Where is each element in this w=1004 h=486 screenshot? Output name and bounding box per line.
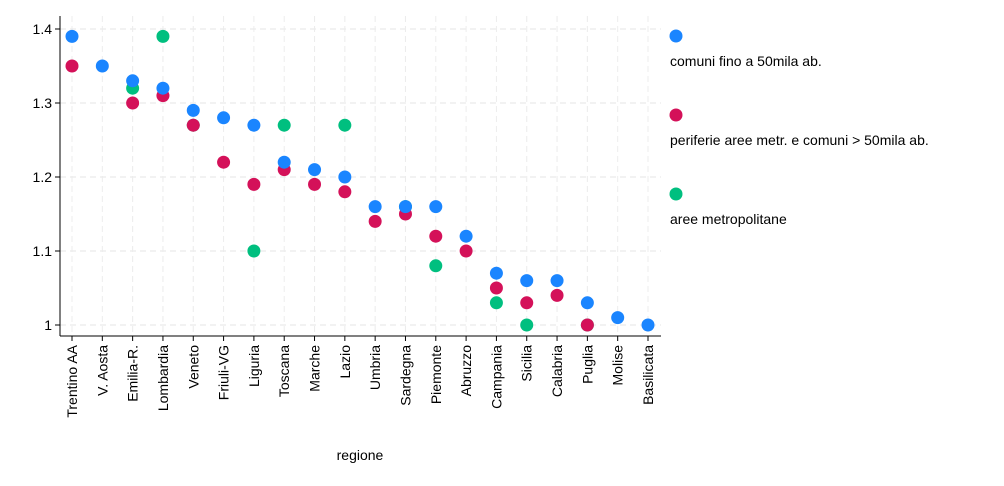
y-tick-label: 1.4 xyxy=(33,21,53,37)
data-point-series-1 xyxy=(308,163,322,177)
x-tick-label: Sicilia xyxy=(519,345,535,382)
x-tick-label: Basilicata xyxy=(640,345,656,405)
legend-label: periferie aree metr. e comuni > 50mila a… xyxy=(670,132,929,148)
data-point-series-1 xyxy=(550,274,564,288)
data-point-series-3 xyxy=(277,118,291,132)
x-tick-label: Sardegna xyxy=(397,345,413,406)
data-point-series-1 xyxy=(580,296,594,310)
x-tick-label: Piemonte xyxy=(428,345,444,404)
data-point-series-2 xyxy=(217,155,231,169)
legend-label: aree metropolitane xyxy=(670,211,787,227)
x-tick-label: Toscana xyxy=(276,345,292,397)
data-point-series-3 xyxy=(489,296,503,310)
data-point-series-1 xyxy=(156,81,170,95)
data-point-series-3 xyxy=(247,244,261,258)
y-tick-label: 1.2 xyxy=(33,169,53,185)
data-point-series-2 xyxy=(368,214,382,228)
data-point-series-1 xyxy=(368,200,382,214)
data-point-series-1 xyxy=(520,274,534,288)
data-point-series-2 xyxy=(65,59,79,73)
x-tick-label: Calabria xyxy=(549,345,565,397)
x-tick-label: Marche xyxy=(307,345,323,392)
data-point-series-2 xyxy=(550,288,564,302)
x-tick-label: Lombardia xyxy=(155,345,171,411)
data-point-series-1 xyxy=(398,200,412,214)
x-tick-label: Puglia xyxy=(579,345,595,384)
x-tick-label: Umbria xyxy=(367,345,383,390)
data-point-series-3 xyxy=(338,118,352,132)
data-point-series-2 xyxy=(429,229,443,243)
data-point-series-2 xyxy=(459,244,473,258)
x-tick-label: Campania xyxy=(488,345,504,409)
data-point-series-1 xyxy=(641,318,655,332)
x-tick-label: Friuli-VG xyxy=(216,345,232,400)
x-tick-label: V. Aosta xyxy=(94,345,110,396)
data-point-series-1 xyxy=(338,170,352,184)
x-ticks: Trentino AA V. Aosta Emilia-R. Lombardia Ven… xyxy=(64,336,656,418)
x-tick-label: Emilia-R. xyxy=(125,345,141,402)
data-points xyxy=(65,29,655,332)
data-point-series-1 xyxy=(217,111,231,125)
data-point-series-3 xyxy=(520,318,534,332)
data-point-series-1 xyxy=(277,155,291,169)
data-point-series-1 xyxy=(459,229,473,243)
x-tick-label: Veneto xyxy=(185,345,201,389)
data-point-series-1 xyxy=(126,74,140,88)
grid-lines xyxy=(60,16,661,336)
data-point-series-1 xyxy=(186,103,200,117)
data-point-series-3 xyxy=(429,259,443,273)
data-point-series-2 xyxy=(489,281,503,295)
x-tick-label: Trentino AA xyxy=(64,344,80,417)
data-point-series-1 xyxy=(95,59,109,73)
x-tick-label: Abruzzo xyxy=(458,345,474,397)
legend-marker xyxy=(669,29,683,43)
data-point-series-1 xyxy=(429,200,443,214)
axes xyxy=(59,16,661,337)
data-point-series-2 xyxy=(186,118,200,132)
x-tick-label: Lazio xyxy=(337,345,353,379)
data-point-series-2 xyxy=(247,177,261,191)
data-point-series-1 xyxy=(489,266,503,280)
y-tick-label: 1 xyxy=(44,317,52,333)
data-point-series-3 xyxy=(156,29,170,43)
x-tick-label: Liguria xyxy=(246,345,262,387)
data-point-series-2 xyxy=(338,185,352,199)
legend-marker xyxy=(669,108,683,122)
y-ticks: 1 1.1 1.2 1.3 1.4 xyxy=(33,21,60,333)
data-point-series-2 xyxy=(520,296,534,310)
data-point-series-2 xyxy=(580,318,594,332)
y-tick-label: 1.1 xyxy=(33,243,53,259)
legend-marker xyxy=(669,187,683,201)
data-point-series-1 xyxy=(611,311,625,325)
data-point-series-1 xyxy=(65,29,79,43)
data-point-series-1 xyxy=(247,118,261,132)
data-point-series-2 xyxy=(308,177,322,191)
legend: comuni fino a 50mila ab. periferie aree m… xyxy=(669,29,929,227)
y-tick-label: 1.3 xyxy=(33,95,53,111)
data-point-series-2 xyxy=(126,96,140,110)
legend-label: comuni fino a 50mila ab. xyxy=(670,53,822,69)
x-tick-label: Molise xyxy=(610,345,626,386)
x-axis-title: regione xyxy=(337,447,384,463)
